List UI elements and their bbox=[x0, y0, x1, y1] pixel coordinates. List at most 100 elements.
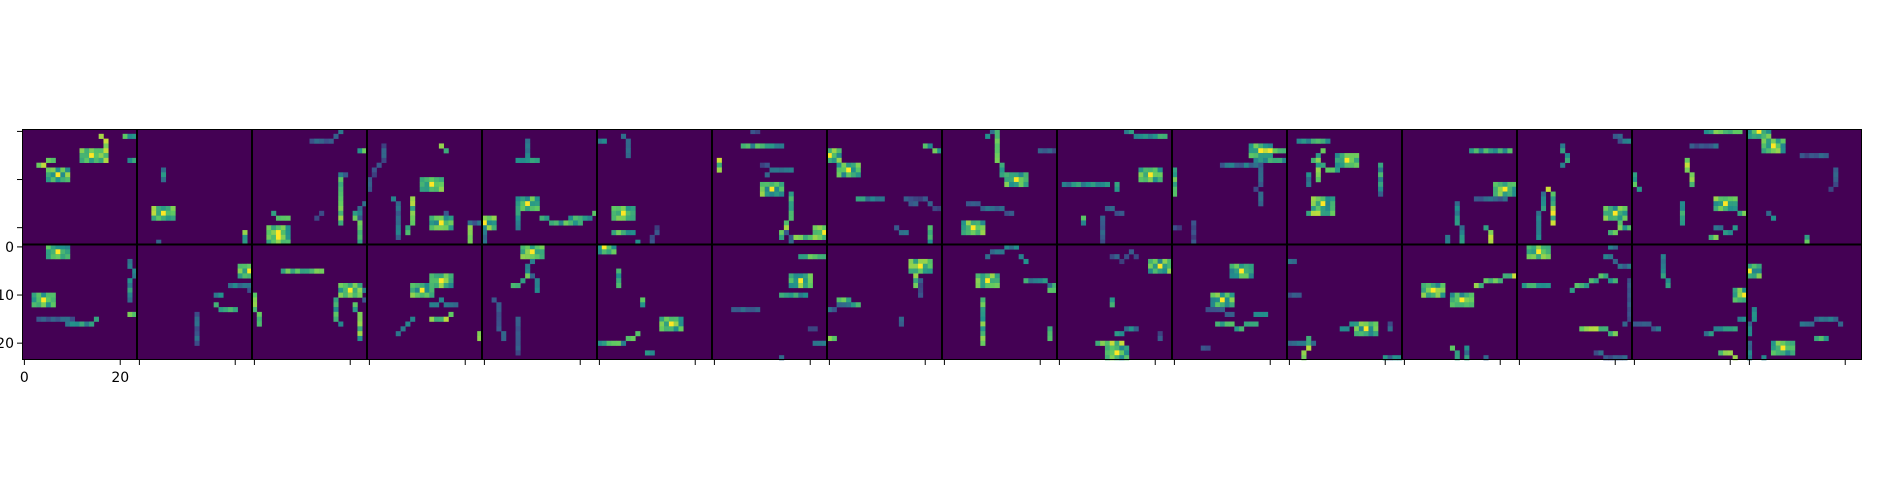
activation-cell bbox=[764, 186, 770, 192]
activation-cell bbox=[160, 215, 167, 221]
activation-cell bbox=[352, 287, 358, 293]
activation-cell bbox=[807, 234, 813, 240]
activation-cell bbox=[529, 254, 536, 260]
activation-cell bbox=[357, 331, 363, 337]
activation-cell bbox=[1449, 302, 1456, 308]
activation-cell bbox=[1785, 345, 1791, 351]
activation-cell bbox=[31, 302, 37, 308]
panel-border bbox=[597, 244, 712, 360]
activation-cell bbox=[1823, 153, 1829, 159]
activation-cell bbox=[1320, 196, 1326, 202]
activation-cell bbox=[1301, 355, 1307, 361]
activation-cell bbox=[841, 302, 847, 308]
activation-cell bbox=[1598, 326, 1604, 332]
activation-cell bbox=[980, 283, 986, 289]
activation-cell bbox=[160, 177, 167, 183]
activation-cell bbox=[1536, 230, 1542, 236]
activation-cell bbox=[429, 283, 435, 289]
activation-cell bbox=[1636, 321, 1642, 327]
activation-cell bbox=[515, 215, 521, 221]
activation-cell bbox=[1052, 287, 1058, 293]
activation-cell bbox=[534, 206, 540, 212]
activation-cell bbox=[1330, 201, 1336, 207]
activation-cell bbox=[1004, 210, 1010, 216]
activation-cell bbox=[592, 210, 598, 216]
activation-cell bbox=[127, 278, 133, 284]
activation-cell bbox=[1215, 297, 1221, 303]
activation-cell bbox=[1210, 297, 1216, 303]
activation-cell bbox=[1540, 196, 1547, 202]
activation-cell bbox=[1536, 249, 1542, 255]
activation-cell bbox=[1718, 350, 1724, 356]
activation-cell bbox=[1229, 273, 1235, 279]
activation-cell bbox=[1037, 278, 1043, 284]
activation-cell bbox=[774, 181, 780, 188]
activation-cell bbox=[1713, 201, 1719, 207]
activation-cell bbox=[1488, 148, 1494, 154]
activation-cell bbox=[1392, 355, 1398, 361]
activation-cell bbox=[1737, 316, 1743, 322]
activation-cell bbox=[477, 335, 483, 342]
activation-cell bbox=[553, 220, 559, 226]
activation-cell bbox=[1718, 201, 1724, 207]
activation-cell bbox=[424, 186, 430, 192]
activation-cell bbox=[438, 177, 444, 183]
activation-cell bbox=[534, 249, 540, 255]
activation-cell bbox=[65, 177, 71, 183]
activation-cell bbox=[1172, 181, 1178, 188]
activation-cell bbox=[798, 234, 804, 240]
activation-cell bbox=[1775, 345, 1781, 351]
activation-cell bbox=[1306, 335, 1312, 342]
activation-cell bbox=[975, 230, 981, 236]
activation-cell bbox=[247, 268, 253, 274]
activation-cell bbox=[980, 311, 986, 317]
activation-cell bbox=[237, 268, 243, 274]
activation-cell bbox=[1267, 148, 1273, 154]
activation-cell bbox=[616, 230, 622, 236]
activation-cell bbox=[994, 206, 1000, 212]
activation-cell bbox=[1612, 230, 1618, 236]
panel-border bbox=[252, 129, 367, 245]
activation-cell bbox=[1330, 210, 1336, 216]
activation-cell bbox=[1536, 220, 1542, 226]
panel-border bbox=[1747, 129, 1862, 245]
activation-cell bbox=[1550, 196, 1556, 202]
activation-cell bbox=[1665, 283, 1671, 289]
activation-cell bbox=[333, 302, 339, 308]
activation-cell bbox=[798, 292, 804, 298]
activation-cell bbox=[1310, 340, 1317, 346]
panel-background bbox=[712, 244, 827, 360]
activation-cell bbox=[1540, 254, 1547, 260]
activation-cell bbox=[84, 157, 90, 163]
activation-cell bbox=[1234, 273, 1240, 279]
activation-cell bbox=[496, 311, 502, 317]
activation-cell bbox=[525, 206, 531, 212]
activation-cell bbox=[434, 215, 440, 221]
activation-cell bbox=[1234, 162, 1240, 168]
activation-cell bbox=[1454, 210, 1460, 216]
activation-cell bbox=[434, 177, 440, 183]
activation-cell bbox=[1732, 129, 1738, 135]
panel-border bbox=[942, 244, 1057, 360]
activation-cell bbox=[1770, 143, 1777, 149]
activation-cell bbox=[1761, 129, 1767, 135]
activation-cell bbox=[429, 287, 435, 293]
activation-cell bbox=[1253, 311, 1259, 317]
activation-cell bbox=[338, 196, 344, 202]
x-tick-label: 20 bbox=[111, 370, 129, 386]
activation-cell bbox=[1114, 210, 1120, 216]
activation-cell bbox=[510, 283, 516, 289]
activation-cell bbox=[1387, 326, 1393, 332]
activation-cell bbox=[1109, 302, 1115, 308]
activation-cell bbox=[414, 287, 421, 293]
activation-cell bbox=[1339, 157, 1345, 163]
activation-cell bbox=[467, 220, 473, 226]
activation-cell bbox=[807, 283, 813, 289]
activation-cell bbox=[1061, 181, 1067, 188]
activation-cell bbox=[93, 153, 99, 159]
activation-cell bbox=[1310, 157, 1317, 163]
panel-border bbox=[1057, 244, 1172, 360]
activation-cell bbox=[127, 283, 133, 289]
activation-cell bbox=[1622, 355, 1628, 361]
activation-cell bbox=[1660, 258, 1666, 265]
